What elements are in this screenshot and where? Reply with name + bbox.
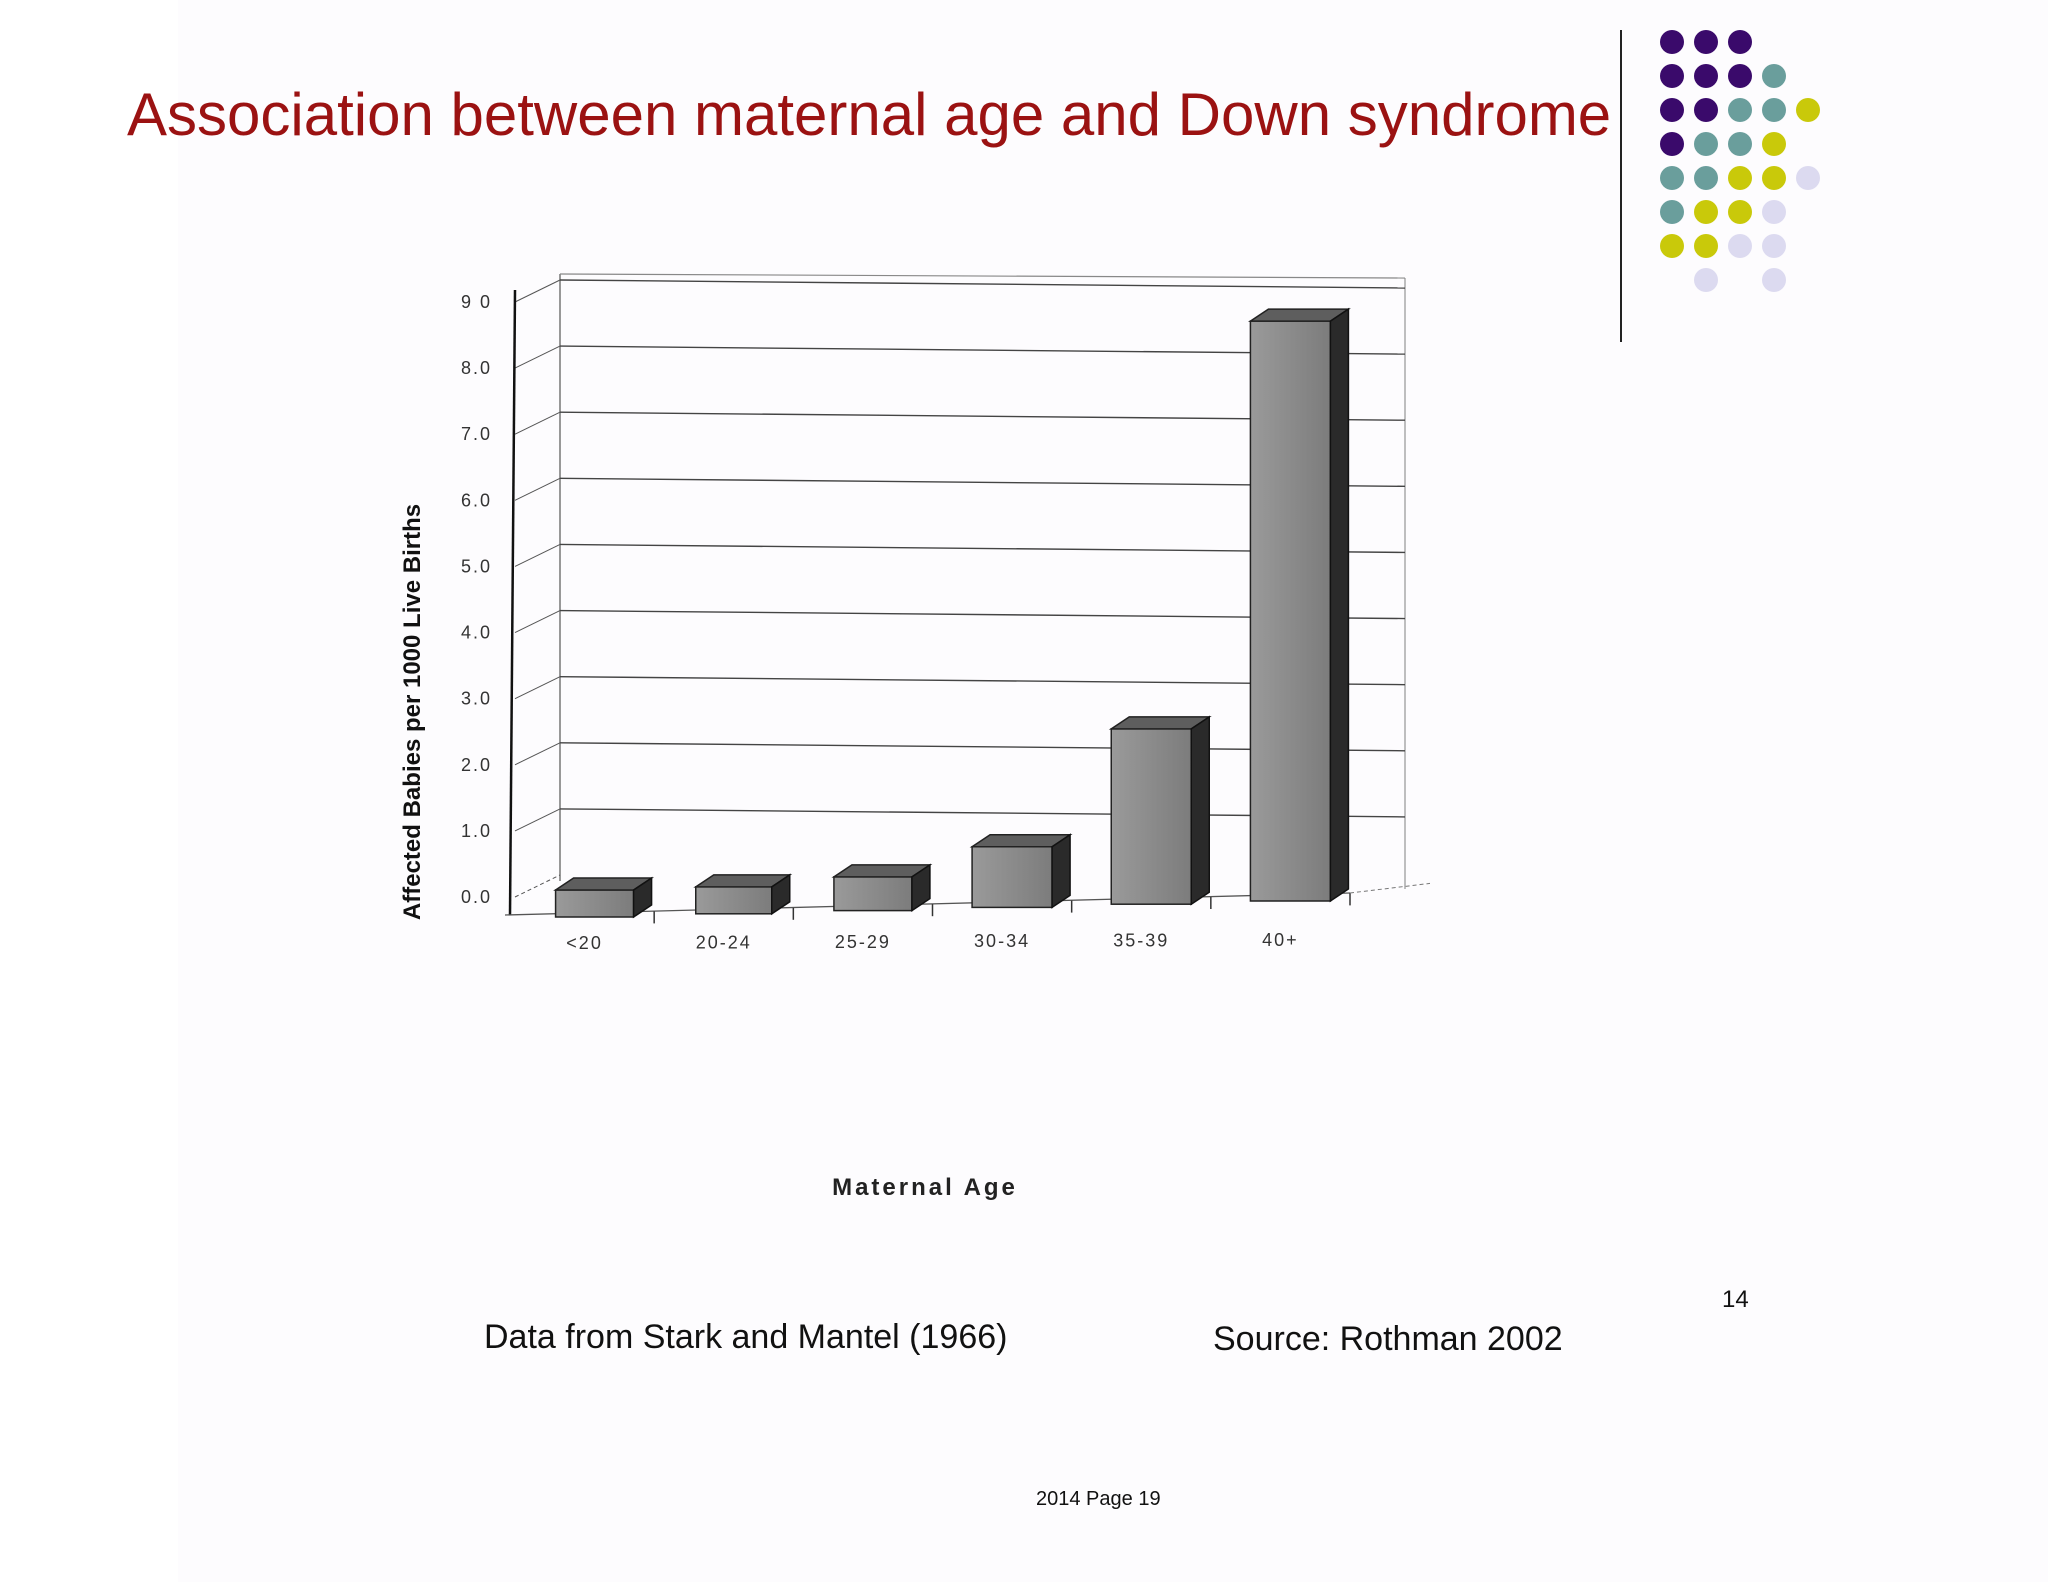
y-tick-label: 8.0 [461, 358, 492, 378]
data-source-caption: Data from Stark and Mantel (1966) [484, 1318, 1008, 1356]
x-tick-label: <20 [566, 933, 603, 953]
y-tick-label: 2.0 [461, 755, 492, 775]
y-tick-label: 1.0 [461, 821, 492, 841]
y-tick-label: 9 0 [461, 292, 492, 312]
bar-side-face [1329, 307, 1350, 903]
chart-bars [553, 307, 1351, 919]
chart-gridline-depth [514, 808, 561, 832]
y-tick-label: 6.0 [461, 490, 492, 510]
bar-side-face [632, 876, 653, 919]
bar-side-face [1051, 833, 1071, 909]
chart-bar [1247, 307, 1351, 903]
chart-bar [969, 833, 1073, 909]
decorative-divider [1620, 30, 1622, 342]
x-tick-label: 20-24 [696, 932, 752, 952]
y-tick-label: 5.0 [461, 556, 492, 576]
bar-side-face [1190, 715, 1210, 906]
y-tick-label: 4.0 [461, 623, 492, 643]
chart-gridline-depth [514, 477, 561, 501]
x-tick-label: 35-39 [1113, 931, 1169, 951]
page-footer: 2014 Page 19 [1036, 1488, 1161, 1510]
chart-bar [1108, 715, 1212, 906]
y-axis-line [508, 289, 517, 916]
chart-gridline-depth [514, 742, 561, 766]
bar-front-face [833, 876, 913, 912]
bar-front-face [554, 889, 635, 918]
x-axis-line [504, 892, 1351, 916]
y-tick-label: 3.0 [461, 689, 492, 709]
chart-bar [693, 873, 793, 916]
chart-floor-edge [1349, 882, 1430, 894]
chart-gridline-depth [514, 543, 561, 567]
chart-gridline-depth [514, 345, 561, 369]
x-tick-label: 25-29 [835, 932, 891, 952]
chart-labels: 0.0 1.0 2.0 3.0 4.0 5.0 6.0 7.0 8.0 9 0 <20 20-24 25… [461, 292, 1299, 953]
slide-title: Association between maternal age and Dow… [127, 81, 1612, 148]
bar-front-face [971, 845, 1053, 909]
x-axis-label: Maternal Age [832, 1174, 1018, 1201]
x-tick-label: 30-34 [974, 931, 1030, 951]
bar-chart: 0.0 1.0 2.0 3.0 4.0 5.0 6.0 7.0 8.0 9 0 <20 20-24 25… [399, 273, 1430, 1201]
chart-gridline-depth [514, 610, 561, 634]
chart-gridline [559, 279, 1406, 289]
source-citation: Source: Rothman 2002 [1213, 1320, 1563, 1358]
y-tick-label: 0.0 [461, 887, 492, 907]
chart-gridline-depth [514, 411, 561, 435]
bar-front-face [1110, 728, 1192, 905]
chart-bar [831, 863, 933, 913]
chart-gridline-depth [514, 279, 561, 303]
bar-side-face [771, 873, 791, 916]
bar-front-face [695, 886, 773, 915]
y-tick-label: 7.0 [461, 424, 492, 444]
chart-back-wall-top [559, 273, 1406, 279]
x-tick-label: 40+ [1262, 930, 1299, 950]
y-axis-label: Affected Babies per 1000 Live Births [399, 504, 426, 920]
bar-front-face [1249, 320, 1332, 902]
bar-side-face [911, 863, 931, 913]
chart-gridline-depth [514, 676, 561, 700]
slide-number: 14 [1722, 1286, 1749, 1313]
chart-gridline-depth [514, 874, 561, 898]
chart-bar [553, 876, 655, 919]
